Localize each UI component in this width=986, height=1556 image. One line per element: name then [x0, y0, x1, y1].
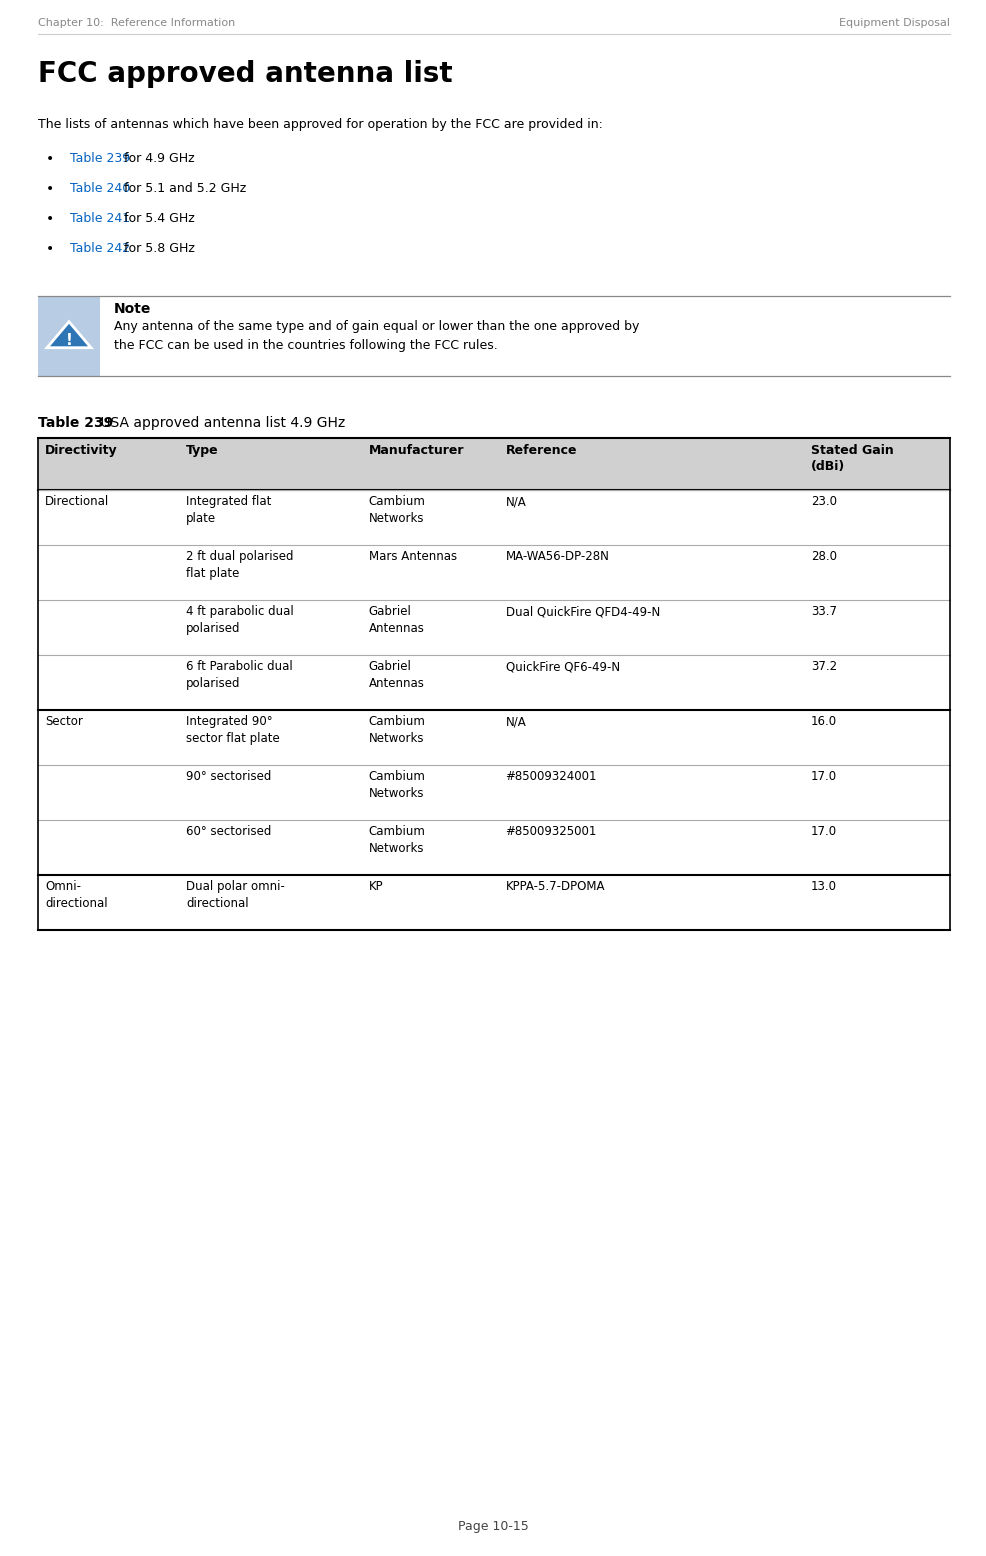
Text: Dual QuickFire QFD4-49-N: Dual QuickFire QFD4-49-N	[505, 605, 660, 618]
Text: for 5.4 GHz: for 5.4 GHz	[119, 212, 194, 226]
Text: Cambium
Networks: Cambium Networks	[369, 716, 425, 745]
Text: KP: KP	[369, 881, 383, 893]
Text: Directional: Directional	[45, 495, 109, 507]
Text: Gabriel
Antennas: Gabriel Antennas	[369, 605, 424, 635]
Text: !: !	[65, 333, 72, 347]
Text: Type: Type	[186, 443, 219, 457]
Text: USA approved antenna list 4.9 GHz: USA approved antenna list 4.9 GHz	[96, 415, 345, 429]
Text: #85009325001: #85009325001	[505, 825, 597, 839]
Text: Table 240: Table 240	[70, 182, 130, 194]
Text: Sector: Sector	[45, 716, 83, 728]
FancyBboxPatch shape	[38, 296, 100, 377]
Text: 2 ft dual polarised
flat plate: 2 ft dual polarised flat plate	[186, 549, 294, 580]
Text: FCC approved antenna list: FCC approved antenna list	[38, 61, 453, 89]
Text: Cambium
Networks: Cambium Networks	[369, 770, 425, 800]
Text: MA-WA56-DP-28N: MA-WA56-DP-28N	[505, 549, 608, 563]
Text: Integrated 90°
sector flat plate: Integrated 90° sector flat plate	[186, 716, 280, 745]
Text: Gabriel
Antennas: Gabriel Antennas	[369, 660, 424, 689]
Text: 37.2: 37.2	[810, 660, 836, 674]
Text: Omni-
directional: Omni- directional	[45, 881, 107, 910]
Text: KPPA-5.7-DPOMA: KPPA-5.7-DPOMA	[505, 881, 604, 893]
Text: Chapter 10:  Reference Information: Chapter 10: Reference Information	[38, 19, 235, 28]
Text: Page 10-15: Page 10-15	[458, 1520, 528, 1533]
Text: 13.0: 13.0	[810, 881, 836, 893]
Text: for 4.9 GHz: for 4.9 GHz	[119, 152, 194, 165]
Text: Stated Gain
(dBi): Stated Gain (dBi)	[810, 443, 893, 473]
Text: •: •	[46, 212, 54, 226]
Text: Reference: Reference	[505, 443, 577, 457]
Text: Note: Note	[114, 302, 151, 316]
Text: Any antenna of the same type and of gain equal or lower than the one approved by: Any antenna of the same type and of gain…	[114, 321, 639, 352]
Text: N/A: N/A	[505, 495, 526, 507]
Text: 4 ft parabolic dual
polarised: 4 ft parabolic dual polarised	[186, 605, 294, 635]
Text: 33.7: 33.7	[810, 605, 836, 618]
Text: Cambium
Networks: Cambium Networks	[369, 825, 425, 854]
Text: Table 241: Table 241	[70, 212, 130, 226]
Text: 28.0: 28.0	[810, 549, 836, 563]
Text: for 5.1 and 5.2 GHz: for 5.1 and 5.2 GHz	[119, 182, 246, 194]
Text: •: •	[46, 182, 54, 196]
Text: •: •	[46, 243, 54, 257]
Text: 90° sectorised: 90° sectorised	[186, 770, 271, 783]
Text: Table 242: Table 242	[70, 243, 130, 255]
Polygon shape	[47, 322, 91, 347]
Text: #85009324001: #85009324001	[505, 770, 597, 783]
Text: •: •	[46, 152, 54, 166]
Text: Mars Antennas: Mars Antennas	[369, 549, 457, 563]
Text: for 5.8 GHz: for 5.8 GHz	[119, 243, 194, 255]
Text: Dual polar omni-
directional: Dual polar omni- directional	[186, 881, 285, 910]
Text: 23.0: 23.0	[810, 495, 836, 507]
Text: Cambium
Networks: Cambium Networks	[369, 495, 425, 524]
Text: Table 239: Table 239	[70, 152, 130, 165]
Text: 6 ft Parabolic dual
polarised: 6 ft Parabolic dual polarised	[186, 660, 293, 689]
FancyBboxPatch shape	[38, 437, 950, 490]
Text: The lists of antennas which have been approved for operation by the FCC are prov: The lists of antennas which have been ap…	[38, 118, 602, 131]
Text: Manufacturer: Manufacturer	[369, 443, 463, 457]
Text: 17.0: 17.0	[810, 825, 836, 839]
Text: N/A: N/A	[505, 716, 526, 728]
Text: 60° sectorised: 60° sectorised	[186, 825, 271, 839]
Text: QuickFire QF6-49-N: QuickFire QF6-49-N	[505, 660, 619, 674]
Text: Integrated flat
plate: Integrated flat plate	[186, 495, 271, 524]
Text: Table 239: Table 239	[38, 415, 113, 429]
Text: 17.0: 17.0	[810, 770, 836, 783]
Text: Directivity: Directivity	[45, 443, 117, 457]
Text: Equipment Disposal: Equipment Disposal	[838, 19, 950, 28]
Text: 16.0: 16.0	[810, 716, 836, 728]
